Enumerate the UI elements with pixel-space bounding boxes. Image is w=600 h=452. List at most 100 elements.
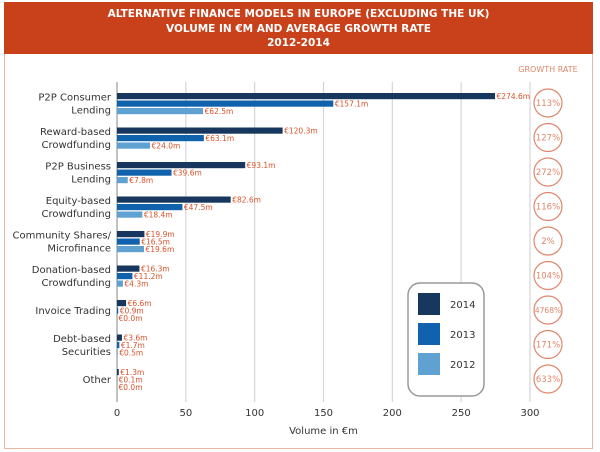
x-tick-label: 300 xyxy=(520,408,539,419)
data-label: €120.3m xyxy=(284,127,318,136)
bar-2013 xyxy=(117,100,334,107)
growth-rate-value: 171% xyxy=(536,341,560,351)
data-label: €4.3m xyxy=(124,280,148,289)
growth-rate-value: 633% xyxy=(536,375,560,385)
bar-2012 xyxy=(117,280,123,287)
title-line-3: 2012-2014 xyxy=(267,37,330,49)
growth-rate-circle xyxy=(533,88,563,118)
data-label: €24.0m xyxy=(152,142,181,151)
bar-2014 xyxy=(117,300,127,307)
bar-2013 xyxy=(117,342,120,349)
data-label: €47.5m xyxy=(184,203,213,212)
data-label: €93.1m xyxy=(247,161,276,170)
growth-rate-value: 113% xyxy=(536,99,560,109)
bar-2014 xyxy=(117,369,119,376)
bar-2014 xyxy=(117,162,246,169)
category-label: Crowdfunding xyxy=(41,278,111,289)
bar-2014 xyxy=(117,334,122,341)
category-label: Debt-based xyxy=(53,334,111,345)
x-tick-label: 100 xyxy=(245,408,264,419)
data-label: €19.6m xyxy=(145,245,174,254)
data-label: €7.8m xyxy=(129,176,153,185)
growth-rate-circle xyxy=(533,122,563,153)
x-tick-label: 50 xyxy=(179,408,192,419)
bar-2014 xyxy=(117,231,145,238)
x-tick-label: 150 xyxy=(314,408,333,419)
data-label: €63.1m xyxy=(205,134,234,143)
legend-label: 2012 xyxy=(450,360,475,371)
bar-2014 xyxy=(117,127,283,134)
bar-2013 xyxy=(117,238,140,245)
growth-rate-value: 272% xyxy=(536,168,560,178)
bar-2012 xyxy=(117,142,151,149)
title-line-2: VOLUME IN €M AND AVERAGE GROWTH RATE xyxy=(166,22,431,35)
bar-2013 xyxy=(117,273,133,280)
title-line-1: ALTERNATIVE FINANCE MODELS IN EUROPE (EX… xyxy=(107,8,490,20)
chart-frame xyxy=(4,54,593,449)
growth-rate-circle xyxy=(533,295,563,325)
growth-rate-circle xyxy=(533,329,563,360)
bar-2013 xyxy=(117,307,119,314)
category-label: Crowdfunding xyxy=(41,209,111,220)
growth-rate-circle xyxy=(533,364,563,394)
legend-swatch-2014 xyxy=(418,293,440,315)
category-label: Reward-based xyxy=(40,127,111,138)
category-label: Other xyxy=(83,375,112,386)
bar-2013 xyxy=(117,204,183,211)
data-label: €1.7m xyxy=(121,341,145,350)
category-label: Equity-based xyxy=(46,196,111,207)
bar-2014 xyxy=(117,93,496,100)
legend-label: 2013 xyxy=(450,330,475,341)
x-tick-label: 0 xyxy=(114,408,120,419)
category-label: Donation-based xyxy=(32,265,111,276)
category-label: Invoice Trading xyxy=(35,306,111,317)
data-label: €16.3m xyxy=(141,265,170,274)
x-tick-label: 200 xyxy=(383,408,402,419)
category-label: Lending xyxy=(71,175,111,186)
legend-label: 2014 xyxy=(450,300,475,311)
growth-rate-value: 4768% xyxy=(535,306,561,315)
data-label: €3.6m xyxy=(123,334,147,343)
chart-title: ALTERNATIVE FINANCE MODELS IN EUROPE (EX… xyxy=(4,2,593,54)
data-label: €62.5m xyxy=(205,107,234,116)
category-label: P2P Consumer xyxy=(38,93,111,104)
legend-swatch-2013 xyxy=(418,323,440,345)
bar-2013 xyxy=(117,169,172,176)
bar-2012 xyxy=(117,108,204,115)
bar-2012 xyxy=(117,211,143,218)
category-label: Community Shares/ xyxy=(13,231,112,242)
data-label: €0.0m xyxy=(119,383,143,392)
data-label: €0.1m xyxy=(119,376,143,385)
bar-2012 xyxy=(117,349,118,356)
category-label: Securities xyxy=(62,347,111,358)
legend-swatch-2012 xyxy=(418,353,440,375)
bar-2012 xyxy=(117,177,128,184)
growth-rate-value: 127% xyxy=(536,134,560,144)
growth-rate-value: 104% xyxy=(536,272,560,282)
data-label: €0.5m xyxy=(119,349,143,358)
bar-2014 xyxy=(117,265,140,272)
growth-rate-circle xyxy=(533,191,563,222)
growth-rate-header: GROWTH RATE xyxy=(518,65,577,74)
growth-rate-value: 116% xyxy=(536,203,560,213)
data-label: €18.4m xyxy=(144,211,173,220)
data-label: €39.6m xyxy=(173,169,202,178)
data-label: €11.2m xyxy=(134,272,163,281)
growth-rate-value: 2% xyxy=(541,237,555,247)
data-label: €82.6m xyxy=(232,196,261,205)
bar-2014 xyxy=(117,196,231,203)
growth-rate-circle xyxy=(533,157,563,187)
x-tick-label: 250 xyxy=(452,408,471,419)
growth-rate-circle xyxy=(533,226,563,256)
data-label: €19.9m xyxy=(146,230,175,239)
category-label: P2P Business xyxy=(45,162,111,173)
category-label: Lending xyxy=(71,106,111,117)
data-label: €157.1m xyxy=(335,100,369,109)
growth-rate-circle xyxy=(533,260,563,291)
x-axis-label: Volume in €m xyxy=(289,426,358,437)
data-label: €6.6m xyxy=(128,299,152,308)
data-label: €0.0m xyxy=(119,314,143,323)
category-label: Microfinance xyxy=(47,244,111,255)
